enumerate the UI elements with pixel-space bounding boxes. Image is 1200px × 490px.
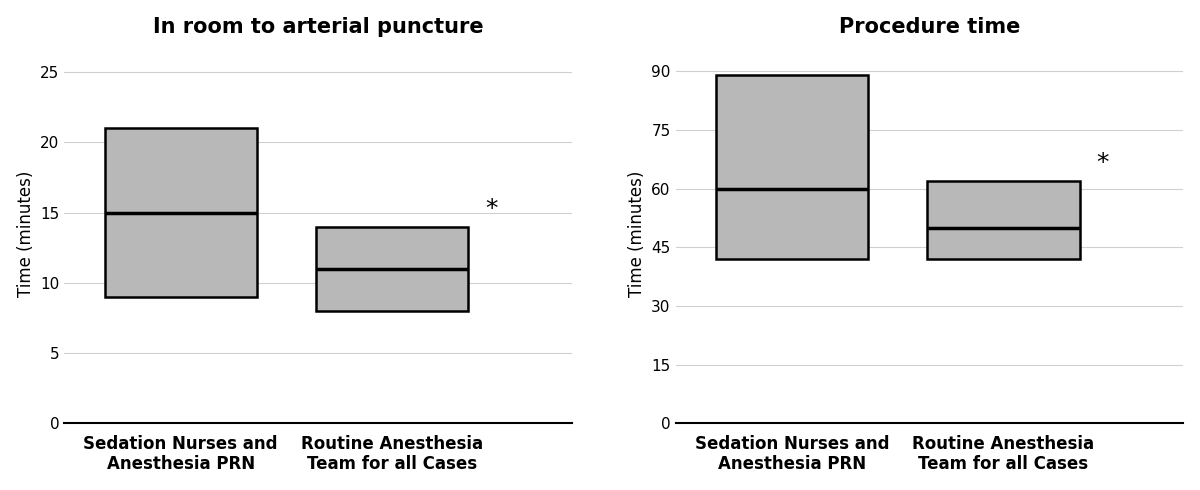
Y-axis label: Time (minutes): Time (minutes)	[17, 171, 35, 297]
Text: *: *	[1097, 151, 1109, 175]
Y-axis label: Time (minutes): Time (minutes)	[628, 171, 646, 297]
Bar	[104, 128, 257, 297]
Text: *: *	[486, 197, 498, 221]
Bar	[316, 226, 468, 311]
Bar	[715, 75, 868, 259]
Title: Procedure time: Procedure time	[839, 17, 1020, 37]
Title: In room to arterial puncture: In room to arterial puncture	[152, 17, 484, 37]
Bar	[928, 181, 1080, 259]
